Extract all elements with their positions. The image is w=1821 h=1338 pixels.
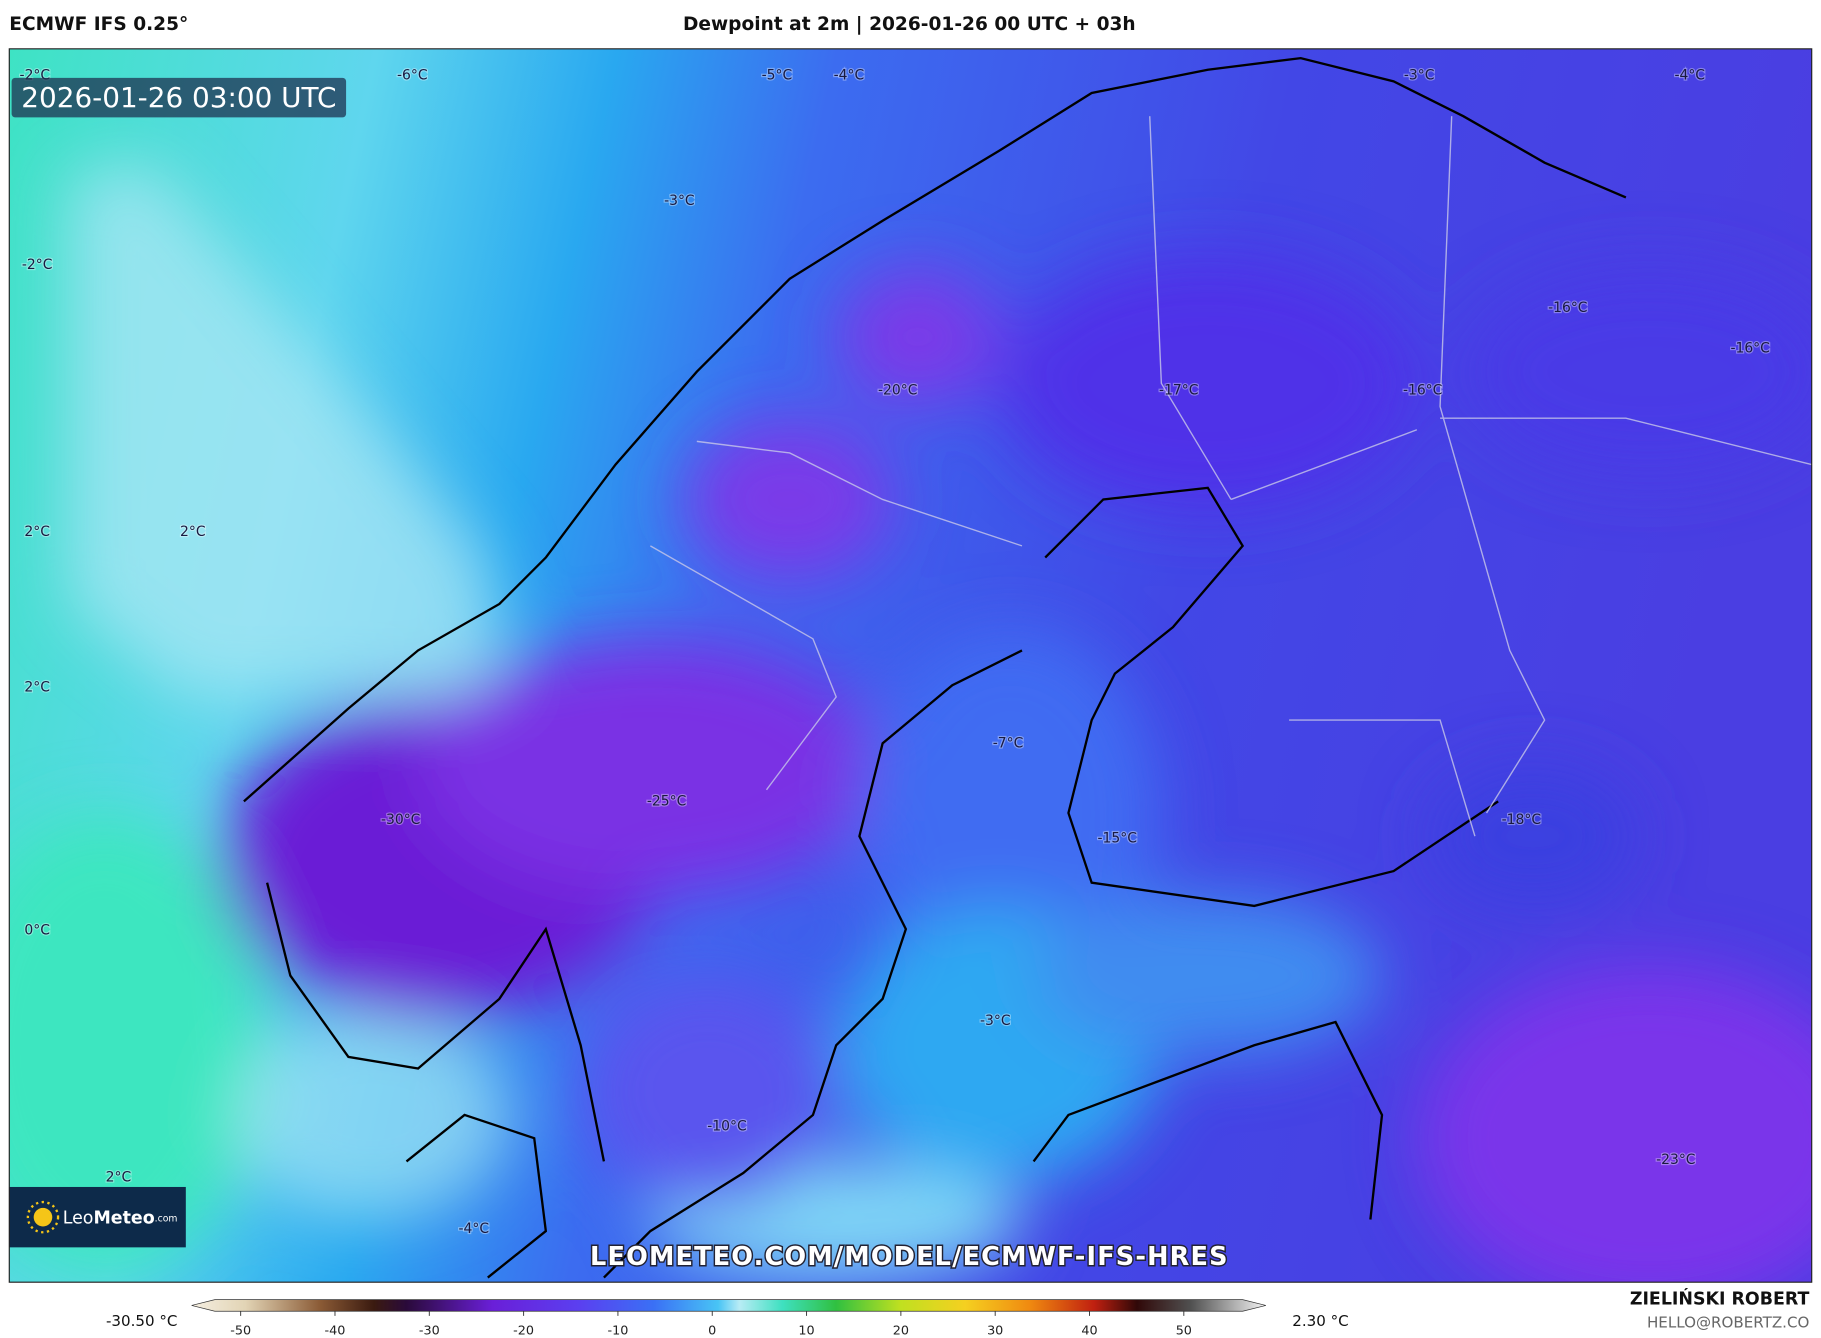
contour-label: 2°C	[180, 524, 206, 540]
contour-label: -16°C	[1548, 300, 1587, 316]
timestamp-box	[11, 77, 347, 118]
colorbar-tick-label: -50	[230, 1323, 251, 1338]
author-email: HELLO@ROBERTZ.CO	[1647, 1313, 1810, 1331]
colorbar-tick-label: 40	[1081, 1323, 1097, 1338]
contour-label: -6°C	[397, 68, 428, 84]
contour-label: -4°C	[459, 1221, 490, 1237]
contour-label: -3°C	[1404, 68, 1435, 84]
colorbar-tick-label: -10	[607, 1323, 628, 1338]
contour-label: -3°C	[980, 1013, 1011, 1029]
field-shading	[9, 162, 1812, 1283]
watermark: LEOMETEO.COM/MODEL/ECMWF-IFS-HRES	[590, 1242, 1229, 1272]
colorbar-tick-label: 50	[1176, 1323, 1192, 1338]
colorbar-tick-label: 20	[893, 1323, 909, 1338]
contour-label: -4°C	[1674, 68, 1705, 84]
map-title: Dewpoint at 2m | 2026-01-26 00 UTC + 03h	[683, 14, 1136, 35]
map-frame	[8, 48, 1813, 1283]
contour-label: -23°C	[1656, 1152, 1695, 1168]
contour-label: -5°C	[762, 68, 793, 84]
colorbar: -50 -40 -30 -20 -10 0 10 20 30 40 50	[191, 1299, 1266, 1338]
colorbar-min-label: -30.50 °C	[106, 1312, 177, 1330]
colorbar-tick-label: -40	[325, 1323, 346, 1338]
contour-labels: -2°C -6°C -5°C -4°C -3°C -4°C -3°C -2°C …	[18, 66, 1771, 1238]
contour-label: -7°C	[993, 735, 1024, 751]
model-name: ECMWF IFS 0.25°	[9, 14, 188, 35]
logo-sun	[33, 1207, 53, 1227]
contour-label: 2°C	[24, 524, 50, 540]
timestamp: 2026-01-26 03:00 UTC	[21, 81, 336, 114]
contour-label: -25°C	[647, 793, 686, 809]
colorbar-tick-label: 0	[708, 1323, 716, 1338]
borders	[650, 116, 1812, 837]
author: ZIELIŃSKI ROBERT	[1630, 1288, 1810, 1310]
contour-label: -10°C	[707, 1119, 746, 1135]
contour-label: -4°C	[834, 68, 865, 84]
contour-label: 2°C	[24, 680, 50, 696]
contour-label: -2°C	[22, 257, 53, 273]
colorbar-tick-label: 30	[987, 1323, 1003, 1338]
colorbar-tick-label: -30	[419, 1323, 440, 1338]
contour-label: 2°C	[106, 1170, 132, 1186]
colorbar-max-label: 2.30 °C	[1292, 1312, 1348, 1330]
logo-text: LeoMeteo.com	[63, 1208, 178, 1228]
logo-rays	[26, 1200, 60, 1234]
colorbar-ramp	[191, 1299, 1266, 1312]
contour-label: -20°C	[878, 382, 917, 398]
colorbar-tick-label: 10	[798, 1323, 814, 1338]
contour-label: -30°C	[381, 812, 420, 828]
contour-label: -16°C	[1403, 382, 1442, 398]
map-field: -2°C -6°C -5°C -4°C -3°C -4°C -3°C -2°C …	[9, 48, 1812, 1283]
contour-label: -16°C	[1730, 340, 1769, 356]
contour-label: -3°C	[664, 193, 695, 209]
coastline	[243, 56, 1627, 1279]
contour-label: 0°C	[24, 922, 50, 938]
contour-label: -18°C	[1502, 812, 1541, 828]
colorbar-tick-label: -20	[513, 1323, 534, 1338]
contour-label: -17°C	[1159, 382, 1198, 398]
contour-label: -15°C	[1098, 831, 1137, 847]
